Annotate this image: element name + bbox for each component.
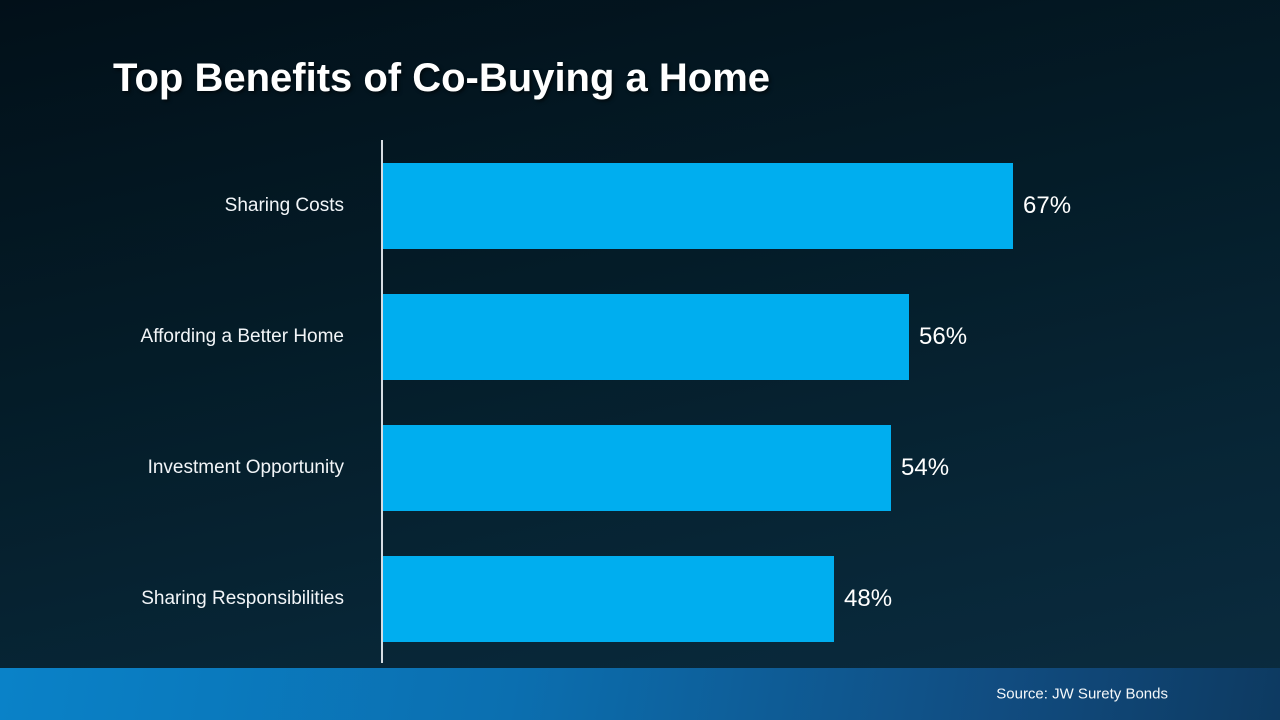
bar xyxy=(383,425,891,512)
bar-track: 54% xyxy=(363,403,1280,534)
bar-rows-container: Sharing Costs 67% Affording a Better Hom… xyxy=(0,140,1280,665)
bar-track: 48% xyxy=(363,534,1280,665)
bar-row: Sharing Responsibilities 48% xyxy=(0,534,1280,665)
footer-band: Source: JW Surety Bonds xyxy=(0,668,1280,720)
bar-row: Sharing Costs 67% xyxy=(0,140,1280,271)
y-axis-line xyxy=(381,140,383,663)
value-label: 67% xyxy=(1023,191,1072,219)
bar-track: 56% xyxy=(363,271,1280,402)
chart-title: Top Benefits of Co-Buying a Home xyxy=(113,56,771,100)
bar xyxy=(383,556,834,643)
value-label: 48% xyxy=(844,585,893,613)
category-label: Sharing Costs xyxy=(224,194,344,216)
bar-row: Affording a Better Home 56% xyxy=(0,271,1280,402)
bar-track: 67% xyxy=(363,140,1280,271)
bar-chart: Sharing Costs 67% Affording a Better Hom… xyxy=(0,140,1280,665)
bar xyxy=(383,293,909,380)
source-attribution: Source: JW Surety Bonds xyxy=(996,685,1168,703)
category-label: Investment Opportunity xyxy=(147,457,344,479)
bar xyxy=(383,162,1013,249)
value-label: 54% xyxy=(901,454,950,482)
bar-row: Investment Opportunity 54% xyxy=(0,403,1280,534)
value-label: 56% xyxy=(919,322,968,350)
category-label: Affording a Better Home xyxy=(140,325,344,347)
category-label: Sharing Responsibilities xyxy=(141,588,344,610)
